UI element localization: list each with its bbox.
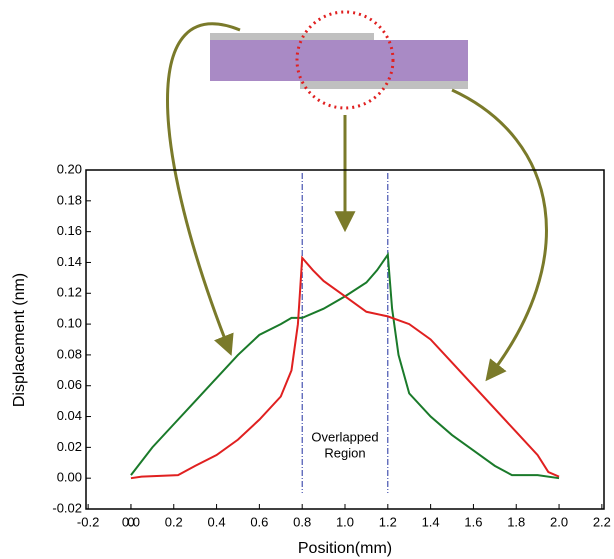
x-tick-label: -0.2 bbox=[77, 514, 99, 529]
annotation: Overlapped bbox=[311, 429, 378, 444]
bottom-strip bbox=[300, 81, 468, 89]
x-tick-label: 0.6 bbox=[250, 514, 268, 529]
y-tick-label: 0.10 bbox=[57, 316, 82, 331]
y-tick-label: 0.20 bbox=[57, 161, 82, 176]
overlap-plate bbox=[210, 40, 468, 81]
y-tick-label: 0.04 bbox=[57, 408, 82, 423]
y-tick-label: 0.14 bbox=[57, 254, 82, 269]
data-line bbox=[130, 251, 560, 480]
diagram bbox=[166, 10, 548, 382]
x-tick-label: 2.0 bbox=[550, 514, 568, 529]
x-axis-title: Position(mm) bbox=[298, 540, 392, 557]
y-tick-label: 0.06 bbox=[57, 377, 82, 392]
y-tick-label: 0.18 bbox=[57, 192, 82, 207]
x-tick-label: 0.4 bbox=[208, 514, 226, 529]
x-tick-label: 1.4 bbox=[422, 514, 440, 529]
y-tick-label: 0.02 bbox=[57, 439, 82, 454]
x-tick-label: 1.2 bbox=[379, 514, 397, 529]
focus-circle bbox=[295, 10, 395, 110]
y-axis-title: Displacement (nm) bbox=[11, 273, 28, 407]
y-tick-label: 0.00 bbox=[57, 470, 82, 485]
x-tick-label: 1.8 bbox=[507, 514, 525, 529]
x-tick-label: 1.6 bbox=[464, 514, 482, 529]
x-tick-label: 0.8 bbox=[293, 514, 311, 529]
x-tick-label: 2.2 bbox=[593, 514, 611, 529]
data-line bbox=[130, 255, 560, 480]
annotation: Region bbox=[324, 445, 365, 460]
y-tick-label: -0.02 bbox=[52, 500, 82, 515]
arrow bbox=[166, 22, 241, 356]
top-strip bbox=[210, 33, 374, 41]
x-tick-label: 0 bbox=[127, 514, 134, 529]
arrow bbox=[451, 88, 548, 382]
x-tick-label: 0.2 bbox=[165, 514, 183, 529]
y-tick-label: 0.12 bbox=[57, 285, 82, 300]
x-tick-label: 1.0 bbox=[336, 514, 354, 529]
x-tick-label: 0.0 bbox=[122, 514, 140, 529]
y-tick-label: 0.16 bbox=[57, 223, 82, 238]
y-tick-label: 0.08 bbox=[57, 346, 82, 361]
